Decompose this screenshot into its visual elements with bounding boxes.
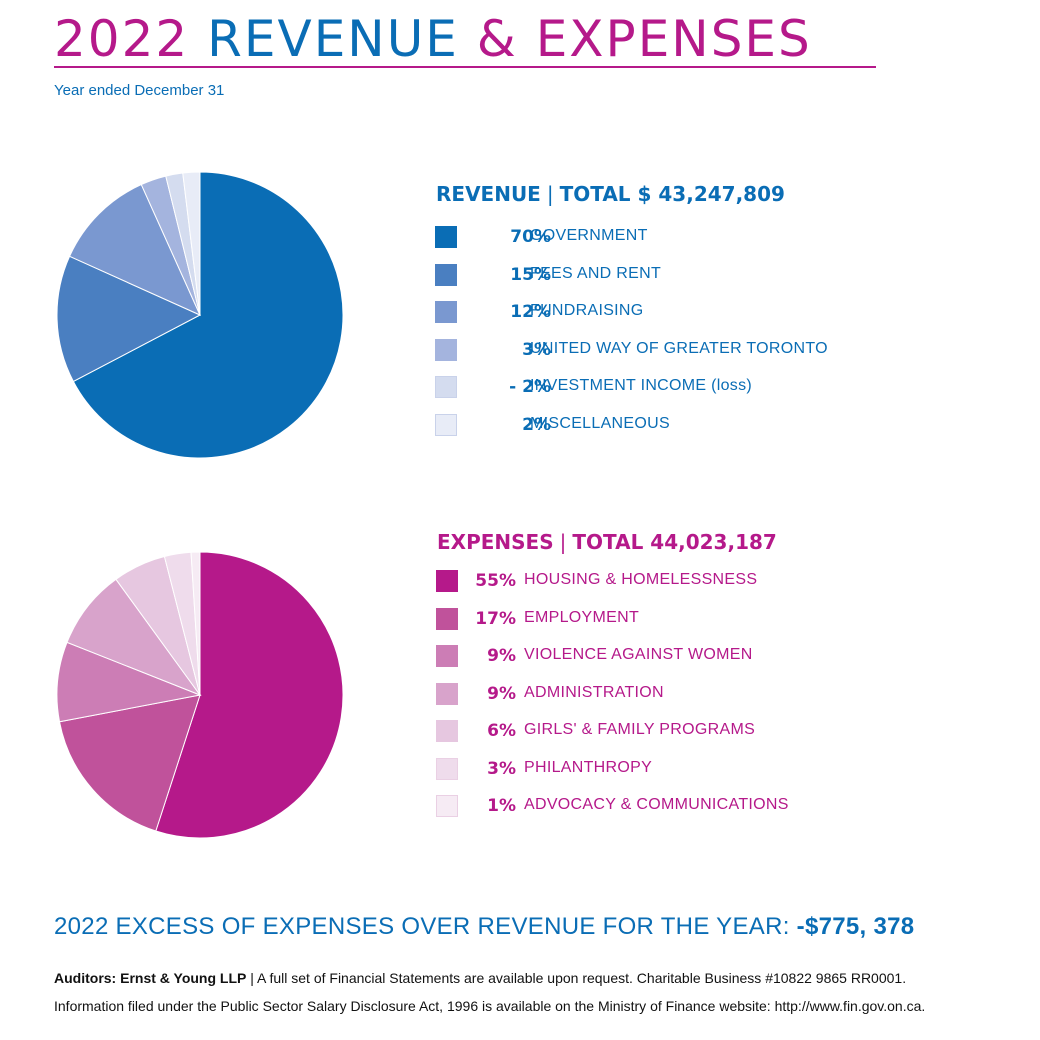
expenses-legend-label: VIOLENCE AGAINST WOMEN — [524, 646, 753, 663]
revenue-legend-percent: 15% — [510, 264, 551, 285]
revenue-legend-percent: 3% — [522, 339, 551, 360]
expenses-legend-percent: 17% — [475, 608, 516, 629]
expenses-legend-swatch — [436, 607, 458, 630]
revenue-legend-swatch — [435, 301, 457, 323]
revenue-slice-fundraising — [68, 183, 201, 316]
expenses-total: TOTAL 44,023,187 — [572, 530, 777, 554]
revenue-slice-miscellaneous — [182, 171, 201, 316]
revenue-legend-label: MISCELLANEOUS — [530, 414, 670, 432]
expenses-legend-swatch — [436, 682, 458, 705]
revenue-heading-separator: | — [546, 182, 554, 206]
revenue-legend-label: FUNDRAISING — [530, 302, 644, 319]
expenses-slice-violence-against-women — [56, 641, 202, 723]
revenue-legend-percent: 2% — [522, 414, 551, 435]
revenue-legend-swatch — [435, 376, 457, 398]
expenses-legend-label: ADMINISTRATION — [524, 683, 664, 701]
expenses-legend-label: PHILANTHROPY — [524, 758, 653, 776]
revenue-legend-swatch — [435, 338, 457, 361]
expenses-legend-swatch — [436, 720, 458, 742]
footer-line-1: Auditors: Ernst & Young LLP | A full set… — [54, 964, 1029, 992]
revenue-legend-percent: 12% — [510, 302, 551, 322]
expenses-legend-percent: 6% — [487, 721, 516, 741]
expenses-legend-label: EMPLOYMENT — [524, 608, 640, 626]
excess-amount: -$775, 378 — [796, 913, 915, 940]
footer-line-2: Information filed under the Public Secto… — [54, 998, 926, 1014]
revenue-legend-swatch — [435, 263, 457, 286]
revenue-total: TOTAL $ 43,247,809 — [559, 182, 785, 206]
title-underline — [54, 66, 876, 68]
expenses-slice-administration — [66, 578, 202, 697]
revenue-slice-fees-and-rent — [56, 255, 202, 383]
expenses-legend-label: ADVOCACY & COMMUNICATIONS — [524, 796, 789, 813]
expenses-legend-swatch — [436, 795, 458, 817]
revenue-slice-government — [72, 171, 344, 459]
expenses-heading-label: EXPENSES — [437, 530, 554, 554]
title-revenue: REVENUE — [207, 10, 459, 68]
expenses-legend-percent: 1% — [487, 796, 516, 816]
footer-note: Auditors: Ernst & Young LLP | A full set… — [54, 964, 1029, 1020]
revenue-legend-percent: 70% — [510, 227, 551, 247]
title-year: 2022 — [54, 10, 190, 68]
expenses-slice-advocacy-communications — [190, 551, 201, 696]
expenses-heading-separator: | — [559, 530, 567, 554]
expenses-legend-swatch — [436, 757, 458, 780]
expenses-legend-percent: 9% — [487, 646, 516, 666]
expenses-legend-swatch — [436, 570, 458, 592]
revenue-legend-label: INVESTMENT INCOME (loss) — [530, 377, 753, 394]
revenue-legend-label: UNITED WAY OF GREATER TORONTO — [530, 339, 828, 357]
expenses-slice-housing-homelessness — [155, 551, 344, 839]
expenses-pie-chart — [56, 551, 344, 839]
revenue-legend-swatch — [435, 226, 457, 248]
expenses-legend-swatch — [436, 645, 458, 667]
expenses-legend-label: GIRLS' & FAMILY PROGRAMS — [524, 721, 756, 738]
revenue-legend-label: GOVERNMENT — [530, 227, 648, 244]
revenue-legend-heading: REVENUE | TOTAL $ 43,247,809 — [436, 182, 785, 206]
revenue-heading-label: REVENUE — [436, 182, 541, 206]
expenses-slice-employment — [58, 694, 201, 832]
auditors-label: Auditors: Ernst & Young LLP — [54, 970, 247, 986]
revenue-pie-chart — [56, 171, 344, 459]
revenue-legend-label: FEES AND RENT — [530, 264, 662, 282]
expenses-legend-percent: 9% — [487, 683, 516, 704]
revenue-legend-percent: - 2% — [509, 377, 551, 397]
expenses-legend-percent: 55% — [475, 571, 516, 591]
revenue-legend-swatch — [435, 413, 457, 436]
subtitle: Year ended December 31 — [54, 82, 225, 99]
excess-statement: 2022 EXCESS OF EXPENSES OVER REVENUE FOR… — [54, 913, 914, 941]
expenses-legend-percent: 3% — [487, 758, 516, 779]
page-title: 2022 REVENUE & EXPENSES — [54, 8, 812, 70]
title-expenses: EXPENSES — [535, 10, 812, 68]
expenses-legend-label: HOUSING & HOMELESSNESS — [524, 571, 758, 588]
excess-text: 2022 EXCESS OF EXPENSES OVER REVENUE FOR… — [54, 913, 790, 940]
title-ampersand: & — [476, 10, 518, 68]
expenses-legend-heading: EXPENSES | TOTAL 44,023,187 — [437, 530, 777, 554]
footer-line-1-text: | A full set of Financial Statements are… — [246, 970, 907, 986]
